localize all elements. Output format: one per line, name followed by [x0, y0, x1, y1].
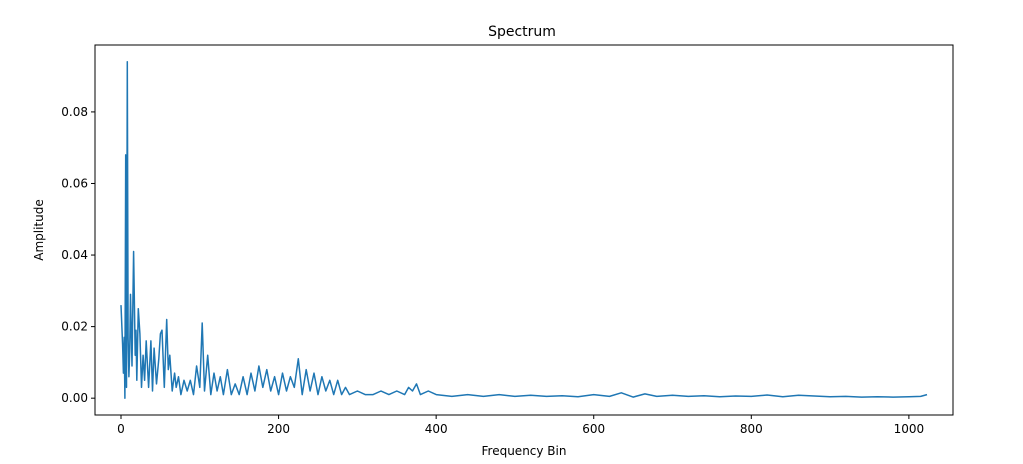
x-tick-label: 600 [582, 422, 605, 436]
x-tick-label: 0 [117, 422, 125, 436]
y-tick-label: 0.00 [61, 391, 88, 405]
x-tick-label: 400 [425, 422, 448, 436]
y-tick-label: 0.02 [61, 320, 88, 334]
y-axis-ticks: 0.00 0.02 0.04 0.06 0.08 [61, 105, 95, 405]
y-axis-label: Amplitude [32, 199, 46, 261]
chart-title: Spectrum [488, 24, 556, 40]
x-tick-label: 1000 [894, 422, 925, 436]
y-tick-label: 0.08 [61, 105, 88, 119]
y-tick-label: 0.06 [61, 176, 88, 190]
x-axis-ticks: 0 200 400 600 800 1000 [117, 415, 924, 436]
plot-area [94, 44, 954, 416]
series-layer [120, 61, 928, 399]
x-tick-label: 200 [267, 422, 290, 436]
axes-frame [94, 44, 954, 416]
x-axis-label: Frequency Bin [482, 444, 567, 458]
x-tick-label: 800 [740, 422, 763, 436]
series-line-0 [120, 61, 928, 399]
y-tick-label: 0.04 [61, 248, 88, 262]
